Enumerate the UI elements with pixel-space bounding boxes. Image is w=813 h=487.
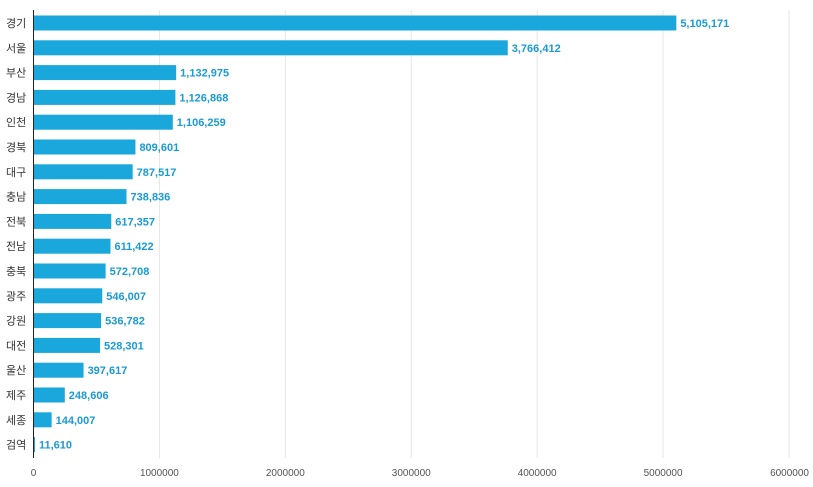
category-label: 서울: [6, 42, 26, 55]
data-label: 11,610: [39, 440, 72, 452]
data-label: 1,126,868: [179, 92, 228, 104]
bar: [33, 288, 103, 304]
category-label: 대구: [6, 166, 26, 179]
bar: [33, 362, 84, 378]
category-label: 경남: [6, 91, 26, 104]
category-label: 경기: [6, 17, 26, 30]
category-label: 전남: [6, 240, 26, 253]
bar: [33, 164, 133, 180]
value-labels: 5,105,171 3,766,412 1,132,975 1,126,868 1,10…: [39, 18, 729, 452]
category-label: 광주: [6, 290, 26, 303]
data-label: 5,105,171: [680, 18, 729, 30]
x-tick-label: 1000000: [140, 468, 179, 479]
x-axis-tick-labels: 0 1000000 2000000 3000000 4000000 5000000 6000…: [31, 468, 810, 479]
x-tick-label: 4000000: [518, 468, 557, 479]
data-label: 617,357: [115, 216, 155, 228]
bar: [33, 412, 52, 428]
bar: [33, 114, 173, 130]
x-tick-label: 0: [31, 468, 37, 479]
x-tick-label: 5000000: [644, 468, 683, 479]
data-label: 397,617: [88, 365, 128, 377]
bar: [33, 139, 136, 155]
bars: [33, 15, 677, 453]
category-label: 경북: [6, 141, 26, 154]
data-label: 528,301: [104, 340, 144, 352]
x-tick-label: 2000000: [266, 468, 305, 479]
category-label: 대전: [6, 339, 26, 352]
bar: [33, 189, 127, 205]
bar: [33, 437, 35, 453]
data-label: 144,007: [56, 415, 96, 427]
bar: [33, 238, 111, 254]
data-label: 809,601: [139, 142, 179, 154]
category-label: 충남: [6, 191, 26, 204]
data-label: 572,708: [110, 266, 150, 278]
data-label: 3,766,412: [512, 43, 561, 55]
category-label: 울산: [6, 364, 26, 377]
data-label: 611,422: [114, 241, 153, 253]
bar: [33, 89, 176, 105]
data-label: 546,007: [106, 291, 146, 303]
x-tick-label: 3000000: [392, 468, 431, 479]
grid-lines: [158, 10, 790, 458]
bar: [33, 65, 177, 81]
data-label: 738,836: [131, 192, 171, 204]
bar: [33, 213, 112, 229]
category-label: 전북: [6, 215, 26, 228]
bar: [33, 387, 65, 403]
category-label: 세종: [6, 414, 26, 427]
category-label: 부산: [6, 67, 26, 80]
data-label: 1,132,975: [180, 68, 229, 80]
category-label: 강원: [6, 315, 26, 328]
category-label: 검역: [6, 439, 26, 452]
category-label: 인천: [6, 115, 26, 129]
data-label: 1,106,259: [177, 117, 226, 129]
bar: [33, 40, 508, 56]
x-tick-label: 6000000: [770, 468, 809, 479]
bar: [33, 15, 677, 31]
bar: [33, 263, 106, 279]
bar: [33, 337, 101, 353]
bar: [33, 313, 102, 329]
category-label: 충북: [6, 265, 26, 278]
category-label: 제주: [6, 389, 26, 402]
data-label: 536,782: [105, 316, 145, 328]
data-label: 248,606: [69, 390, 109, 402]
data-label: 787,517: [137, 167, 177, 179]
